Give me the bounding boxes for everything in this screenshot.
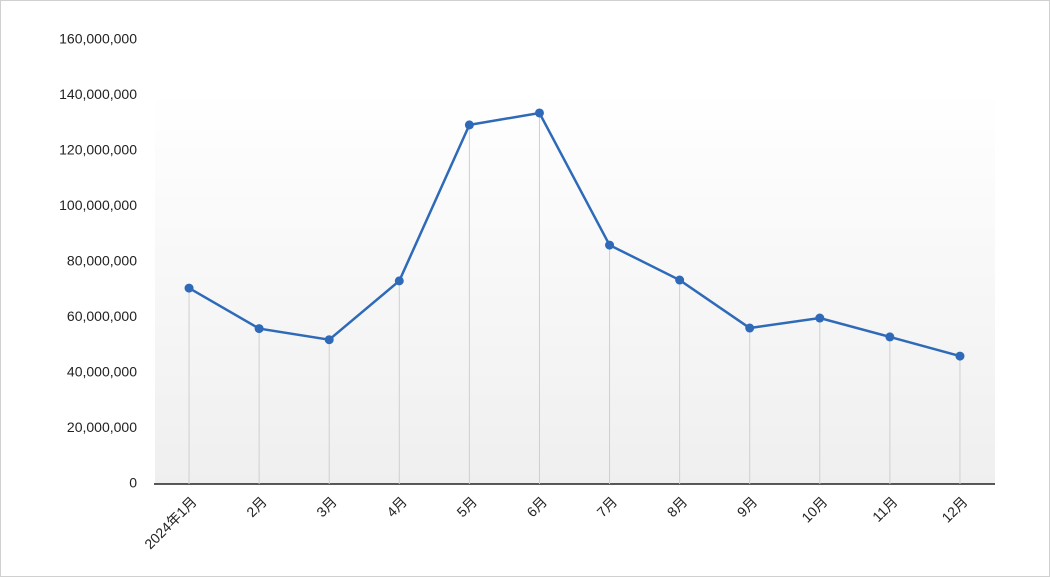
- y-tick-label: 80,000,000: [67, 253, 137, 269]
- y-tick-label: 160,000,000: [59, 31, 137, 47]
- y-tick-label: 0: [129, 475, 137, 491]
- point: [394, 276, 404, 286]
- y-tick-label: 100,000,000: [59, 197, 137, 213]
- point: [885, 332, 895, 342]
- line: [188, 111, 961, 358]
- point: [534, 108, 544, 118]
- point: [324, 335, 334, 345]
- y-tick-label: 120,000,000: [59, 142, 137, 158]
- y-tick-label: 40,000,000: [67, 364, 137, 380]
- point: [745, 323, 755, 333]
- point: [254, 324, 264, 334]
- point: [675, 275, 685, 285]
- y-tick-label: 60,000,000: [67, 308, 137, 324]
- plot-background: [155, 90, 995, 484]
- point: [955, 351, 965, 361]
- y-tick-label: 140,000,000: [59, 86, 137, 102]
- point: [464, 120, 474, 130]
- point: [184, 283, 194, 293]
- point: [605, 240, 615, 250]
- point: [815, 313, 825, 323]
- y-tick-label: 20,000,000: [67, 419, 137, 435]
